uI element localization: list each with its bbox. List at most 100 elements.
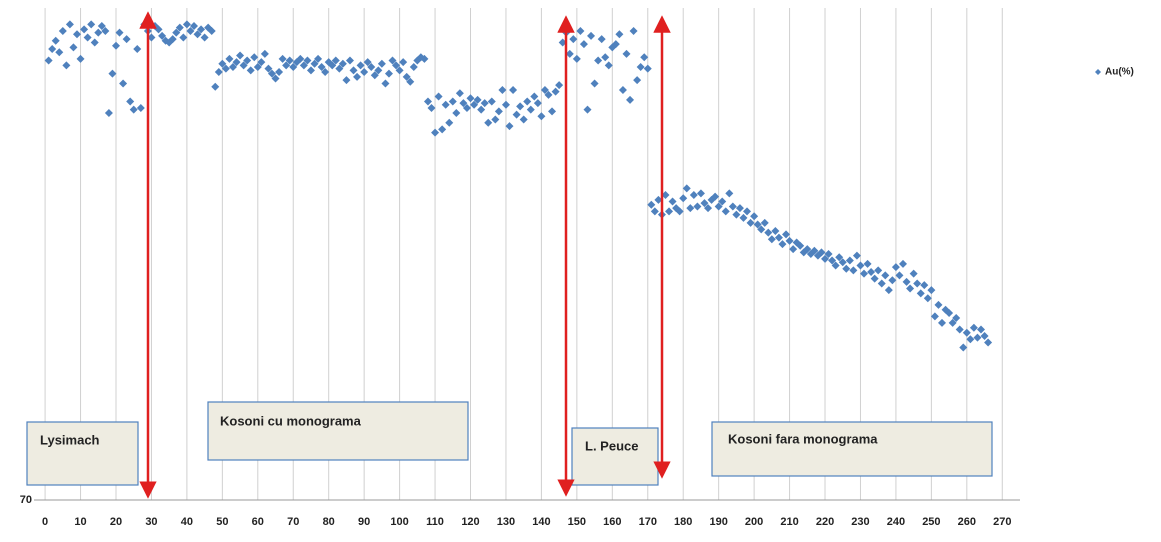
- point: [321, 67, 330, 76]
- point: [611, 40, 620, 49]
- point: [551, 87, 560, 96]
- point: [314, 54, 323, 63]
- point: [537, 112, 546, 121]
- point: [477, 105, 486, 114]
- y-tick-label: 70: [20, 494, 32, 506]
- point: [838, 258, 847, 267]
- x-tick-label: 80: [323, 516, 335, 528]
- point: [186, 26, 195, 35]
- point: [236, 51, 245, 60]
- x-tick-label: 250: [922, 516, 940, 528]
- point: [640, 53, 649, 62]
- x-tick-label: 140: [532, 516, 550, 528]
- point: [604, 61, 613, 70]
- point: [441, 100, 450, 109]
- point: [175, 23, 184, 32]
- point: [686, 204, 695, 213]
- point: [601, 53, 610, 62]
- point: [888, 276, 897, 285]
- box: [26, 421, 139, 486]
- point: [884, 286, 893, 295]
- point: [920, 281, 929, 290]
- point: [980, 332, 989, 340]
- x-tick-label: 170: [639, 516, 657, 528]
- point: [438, 125, 447, 134]
- point: [945, 309, 954, 318]
- point: [168, 35, 177, 44]
- point: [498, 86, 507, 94]
- point: [579, 40, 588, 49]
- point: [370, 71, 379, 80]
- annotation-boxes: [26, 401, 993, 486]
- point: [774, 233, 783, 242]
- box: [207, 401, 469, 461]
- point: [381, 79, 390, 88]
- x-tick-label: 70: [287, 516, 299, 528]
- point: [83, 33, 92, 42]
- point: [913, 279, 922, 288]
- point: [399, 58, 408, 67]
- point: [338, 59, 347, 68]
- point: [618, 86, 627, 94]
- point: [367, 63, 376, 72]
- point: [817, 248, 826, 257]
- point: [466, 94, 475, 103]
- point: [353, 72, 362, 81]
- point: [193, 30, 202, 39]
- point: [930, 312, 939, 321]
- point: [129, 105, 138, 114]
- point: [218, 59, 227, 68]
- point: [757, 225, 766, 234]
- point: [785, 236, 794, 245]
- point: [962, 328, 971, 337]
- point: [72, 30, 81, 39]
- point: [895, 271, 904, 280]
- point: [569, 35, 578, 44]
- point: [158, 31, 167, 40]
- point: [689, 190, 698, 199]
- point: [214, 67, 223, 76]
- x-tick-label: 180: [674, 516, 692, 528]
- point: [317, 63, 326, 72]
- point: [682, 184, 691, 193]
- point: [356, 61, 365, 70]
- point: [576, 26, 585, 35]
- point: [696, 189, 705, 198]
- annotation: Kosoni fara monograma: [728, 431, 878, 446]
- point: [927, 286, 936, 295]
- x-tick-label: 230: [851, 516, 869, 528]
- point: [636, 63, 645, 72]
- point: [349, 66, 358, 75]
- point: [555, 81, 564, 90]
- point: [665, 207, 674, 216]
- point: [136, 104, 145, 113]
- point: [257, 58, 266, 67]
- x-tick-label: 40: [181, 516, 193, 528]
- x-tick-label: 90: [358, 516, 370, 528]
- x-tick-label: 100: [390, 516, 408, 528]
- box: [711, 421, 993, 477]
- x-tick-label: 150: [568, 516, 586, 528]
- point: [643, 64, 652, 73]
- point: [693, 202, 702, 211]
- legend-label: Au(%): [1105, 67, 1134, 78]
- point: [906, 284, 915, 293]
- point: [845, 256, 854, 265]
- x-tick-label: 50: [216, 516, 228, 528]
- point: [271, 74, 280, 83]
- x-tick-label: 20: [110, 516, 122, 528]
- point: [480, 99, 489, 108]
- point: [902, 277, 911, 286]
- point: [484, 118, 493, 127]
- point: [115, 28, 124, 37]
- point: [360, 67, 369, 76]
- point: [409, 63, 418, 72]
- point: [200, 33, 209, 42]
- point: [778, 240, 787, 249]
- point: [544, 90, 553, 99]
- point: [629, 26, 638, 35]
- point: [771, 227, 780, 236]
- x-tick-label: 270: [993, 516, 1011, 528]
- point: [675, 207, 684, 216]
- point: [739, 213, 748, 222]
